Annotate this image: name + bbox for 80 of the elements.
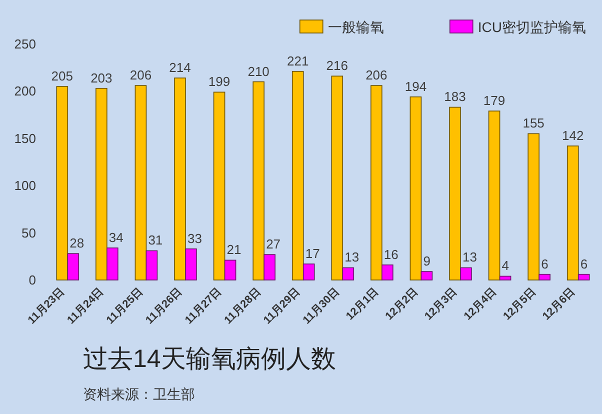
data-label: 27 [266, 236, 281, 252]
bar [578, 274, 590, 280]
data-label: 21 [226, 242, 242, 258]
bar [106, 248, 118, 280]
y-tick-label: 0 [28, 272, 36, 288]
data-label: 17 [305, 246, 320, 261]
bar [146, 250, 158, 280]
bar [174, 78, 186, 280]
bar [460, 267, 472, 280]
legend-label: ICU密切监护输氧 [478, 19, 586, 35]
data-label: 4 [502, 258, 510, 274]
y-tick-label: 250 [14, 36, 36, 52]
y-tick-label: 200 [14, 84, 36, 99]
y-tick-label: 100 [14, 178, 36, 194]
bar [420, 271, 433, 280]
y-tick-label: 50 [22, 225, 36, 240]
bar [382, 264, 394, 280]
data-label: 179 [483, 93, 506, 108]
x-tick-label: 12月4日 [462, 286, 499, 323]
bar [292, 70, 304, 280]
data-label: 6 [580, 256, 588, 272]
bar [370, 85, 382, 280]
data-label: 16 [384, 246, 398, 262]
bar [213, 92, 226, 280]
x-tick-label: 11月29日 [262, 286, 302, 327]
data-label: 206 [366, 68, 388, 83]
data-label: 155 [522, 116, 544, 131]
data-label: 31 [148, 232, 163, 248]
x-tick-label: 11月23日 [26, 286, 67, 327]
bar [566, 146, 579, 280]
bar [488, 110, 500, 280]
data-label: 28 [70, 236, 84, 251]
bar [499, 276, 512, 280]
x-tick-label: 11月24日 [65, 286, 106, 327]
data-label: 214 [169, 60, 191, 75]
data-label: 34 [108, 230, 124, 245]
bar [264, 254, 276, 280]
data-label: 206 [130, 68, 152, 83]
x-tick-label: 11月27日 [182, 286, 224, 327]
data-label: 199 [208, 74, 230, 90]
data-label: 221 [287, 53, 309, 68]
data-label: 13 [462, 250, 477, 265]
bar [185, 248, 197, 280]
data-label: 205 [51, 68, 73, 84]
x-tick-label: 12月6日 [540, 286, 578, 323]
text: 资料来源：卫生部 [83, 386, 195, 402]
bar [67, 253, 80, 280]
bar [331, 76, 344, 280]
bar [224, 260, 236, 280]
data-label: 9 [423, 254, 430, 269]
bar [342, 267, 354, 280]
data-label: 142 [562, 128, 584, 143]
legend-label: 一般输氧 [328, 19, 384, 35]
text: 过去14天输氧病例人数 [83, 345, 336, 373]
y-tick-label: 150 [14, 130, 36, 146]
data-label: 210 [248, 64, 270, 79]
data-label: 6 [541, 256, 548, 272]
bar [56, 86, 68, 280]
bar [252, 81, 264, 280]
x-tick-label: 11月28日 [222, 286, 264, 327]
data-label: 203 [90, 70, 112, 86]
bar [528, 133, 540, 280]
bar [538, 274, 550, 280]
x-tick-label: 11月30日 [300, 286, 342, 327]
bar [134, 85, 147, 280]
x-tick-label: 11月26日 [144, 286, 185, 327]
bar [410, 96, 422, 280]
bar [96, 88, 108, 280]
data-label: 183 [444, 89, 466, 104]
bar [449, 106, 461, 280]
data-label: 194 [404, 78, 427, 94]
x-tick-label: 12月1日 [344, 286, 382, 323]
x-tick-label: 11月25日 [104, 286, 146, 327]
data-label: 13 [344, 250, 360, 265]
bar [302, 264, 315, 280]
x-tick-label: 12月2日 [383, 286, 420, 323]
data-label: 33 [188, 230, 202, 246]
x-tick-label: 12月5日 [501, 286, 538, 323]
data-label: 216 [326, 58, 348, 74]
x-tick-label: 12月3日 [422, 286, 460, 323]
